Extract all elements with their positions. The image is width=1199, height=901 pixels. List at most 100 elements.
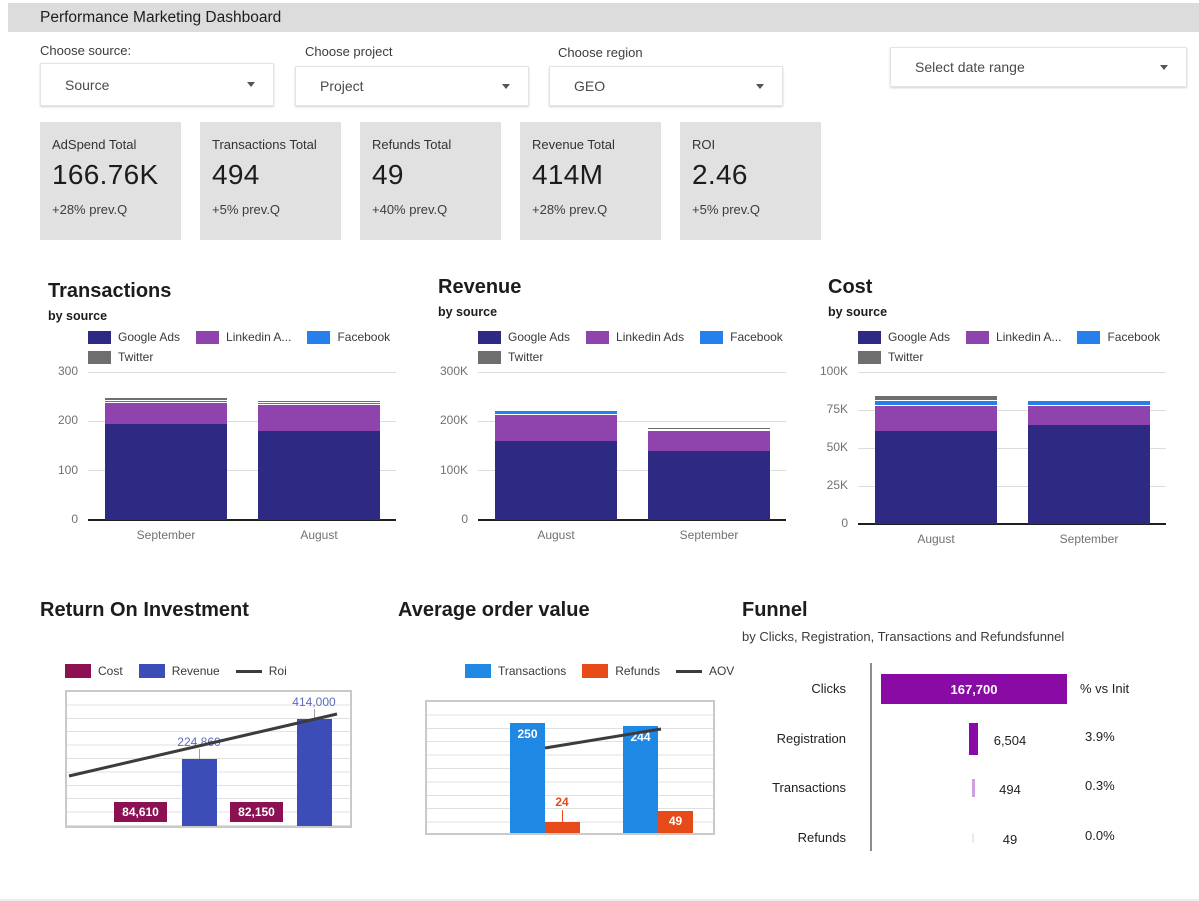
legend-item-facebook[interactable]: Facebook	[307, 330, 390, 344]
choose-source-label: Choose source:	[40, 43, 132, 58]
kpi-row: AdSpend Total 166.76K +28% prev.Q Transacti…	[40, 122, 821, 240]
roi-trend-line	[68, 712, 338, 778]
funnel-bar-transactions[interactable]	[971, 779, 975, 797]
kpi-delta: +5% prev.Q	[692, 202, 761, 217]
legend-label: Facebook	[337, 330, 391, 344]
funnel-bar-refunds[interactable]	[972, 832, 974, 843]
legend-item-twitter[interactable]: Twitter	[88, 350, 153, 364]
refunds-bar[interactable]	[545, 822, 580, 833]
cost-bar[interactable]: 82,150	[230, 802, 283, 822]
bar-segment-google-ads[interactable]	[875, 431, 997, 524]
kpi-value: 2.46	[692, 159, 748, 190]
revenue-bar[interactable]	[297, 719, 332, 826]
legend-swatch-facebook	[700, 330, 724, 344]
legend-swatch-twitter	[858, 350, 881, 364]
legend-swatch-refunds	[582, 664, 609, 678]
legend-item-twitter[interactable]: Twitter	[478, 350, 543, 364]
x-axis-line	[858, 523, 1166, 525]
funnel-bar-registration[interactable]	[968, 722, 978, 755]
bar-segment-google-ads[interactable]	[1028, 425, 1150, 524]
bar-segment-twitter[interactable]	[105, 396, 227, 400]
date-range-select[interactable]: Select date range	[890, 47, 1187, 87]
revenue-value-label: 414,000	[292, 695, 336, 710]
kpi-value: 494	[212, 159, 260, 190]
bar-segment-facebook[interactable]	[105, 399, 227, 402]
gridline	[478, 420, 786, 422]
chart-title-funnel: Funnel	[742, 599, 808, 621]
legend-item-linkedin-ads[interactable]: Linkedin Ads	[586, 330, 684, 344]
legend-swatch-transactions	[465, 664, 491, 678]
transactions-bar[interactable]: 250	[510, 723, 545, 833]
bar-segment-linkedin-ads[interactable]	[258, 404, 380, 432]
cost-bar[interactable]: 84,610	[114, 802, 167, 822]
legend-swatch-cost	[65, 664, 91, 678]
revenue-bar[interactable]	[182, 758, 217, 826]
legend-item-linkedin-ads[interactable]: Linkedin A...	[196, 330, 291, 344]
legend-swatch-facebook	[1077, 330, 1101, 344]
legend-item-cost[interactable]: Cost	[65, 664, 123, 678]
transactions-bar[interactable]: 244	[623, 725, 658, 833]
chevron-down-icon	[1160, 64, 1168, 70]
gridline	[478, 470, 786, 472]
bar-segment-twitter[interactable]	[875, 395, 997, 401]
y-tick-label: 300	[57, 364, 78, 378]
bar-segment-linkedin-ads[interactable]	[648, 430, 770, 451]
bar-segment-facebook[interactable]	[648, 429, 770, 431]
kpi-card-roi: ROI 2.46 +5% prev.Q	[680, 122, 821, 240]
kpi-delta: +5% prev.Q	[212, 202, 281, 217]
bar-segment-facebook[interactable]	[875, 400, 997, 406]
legend-item-google-ads[interactable]: Google Ads	[478, 330, 570, 344]
bar-segment-google-ads[interactable]	[258, 431, 380, 520]
aov-trend-line	[544, 727, 662, 750]
bar-segment-google-ads[interactable]	[495, 441, 617, 520]
bar-segment-facebook[interactable]	[495, 410, 617, 414]
y-tick-label: 300K	[439, 364, 468, 378]
legend-item-refunds[interactable]: Refunds	[582, 664, 660, 678]
legend-label: Twitter	[888, 350, 924, 364]
funnel-bar-clicks[interactable]: 167,700	[881, 674, 1067, 704]
choose-project-label: Choose project	[305, 44, 393, 59]
chart-title-cost: Cost	[828, 276, 873, 298]
legend-item-google-ads[interactable]: Google Ads	[88, 330, 180, 344]
funnel-row-value: 49	[1002, 831, 1018, 847]
funnel-row-label-refunds: Refunds	[797, 829, 846, 845]
bar-segment-google-ads[interactable]	[105, 423, 227, 520]
bar-segment-twitter[interactable]	[648, 427, 770, 430]
title-bar: Performance Marketing Dashboard	[8, 3, 1199, 32]
legend-item-aov[interactable]: AOV	[675, 664, 734, 678]
legend-item-facebook[interactable]: Facebook	[700, 330, 783, 344]
y-tick-label: 0	[461, 512, 468, 526]
legend-item-revenue[interactable]: Revenue	[138, 664, 220, 678]
kpi-value: 166.76K	[52, 159, 159, 190]
bar-segment-linkedin-ads[interactable]	[495, 413, 617, 442]
gridline	[478, 371, 786, 373]
kpi-value: 414M	[532, 159, 604, 190]
legend-item-facebook[interactable]: Facebook	[1077, 330, 1160, 344]
legend-swatch-twitter	[88, 350, 111, 364]
refunds-bar[interactable]: 49	[658, 811, 693, 833]
region-select-value: GEO	[574, 78, 606, 94]
legend-swatch-revenue	[138, 664, 165, 678]
legend-item-google-ads[interactable]: Google Ads	[858, 330, 950, 344]
bar-segment-facebook[interactable]	[258, 401, 380, 405]
bar-segment-linkedin-ads[interactable]	[105, 401, 227, 424]
source-select[interactable]: Source	[40, 63, 274, 106]
bar-segment-linkedin-ads[interactable]	[875, 405, 997, 432]
legend-label: Facebook	[1107, 330, 1161, 344]
bar-segment-twitter[interactable]	[495, 409, 617, 411]
legend-item-twitter[interactable]: Twitter	[858, 350, 923, 364]
bar-segment-google-ads[interactable]	[648, 450, 770, 520]
chart-title-aov: Average order value	[398, 599, 590, 621]
legend-roi: Cost Revenue Roi	[65, 664, 365, 678]
legend-item-linkedin-ads[interactable]: Linkedin A...	[966, 330, 1061, 344]
chart-subtitle-cost: by source	[828, 305, 888, 319]
kpi-value: 49	[372, 159, 404, 190]
bar-segment-linkedin-ads[interactable]	[1028, 405, 1150, 426]
bar-segment-facebook[interactable]	[1028, 400, 1150, 406]
bar-segment-twitter[interactable]	[1028, 399, 1150, 401]
legend-item-roi[interactable]: Roi	[235, 664, 287, 678]
region-select[interactable]: GEO	[549, 66, 783, 106]
legend-item-transactions[interactable]: Transactions	[465, 664, 566, 678]
project-select[interactable]: Project	[295, 66, 529, 106]
bar-segment-twitter[interactable]	[258, 399, 380, 402]
